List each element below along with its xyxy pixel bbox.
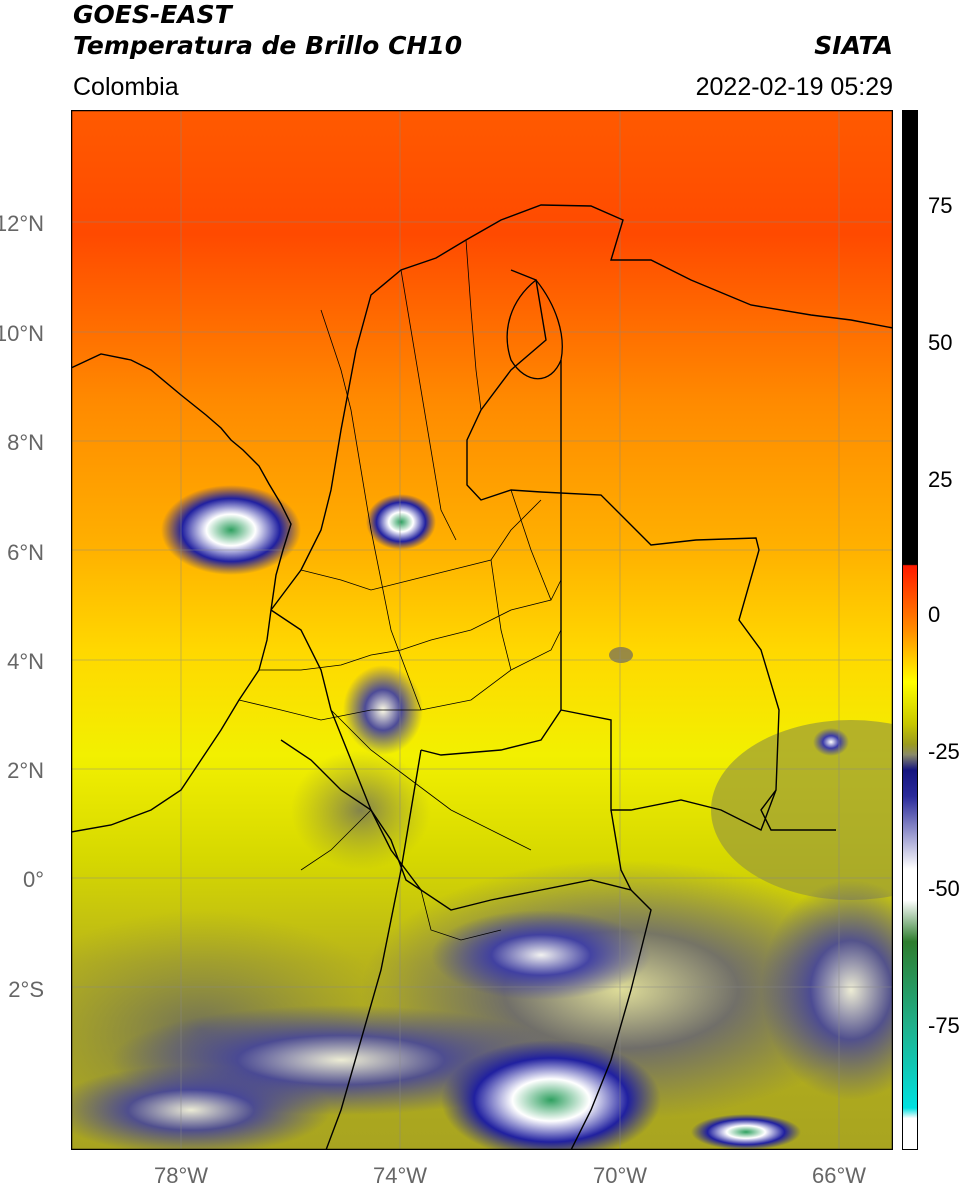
organization-label: SIATA	[814, 31, 893, 60]
title-product: Temperatura de Brillo CH10	[73, 31, 463, 60]
colorbar-tick-0: 0	[928, 602, 941, 627]
internal-divisions	[238, 239, 562, 941]
lon-label-78w: 78°W	[153, 1163, 209, 1188]
lat-label-2n: 2°N	[7, 758, 44, 783]
lon-label-74w: 74°W	[372, 1163, 428, 1188]
colorbar	[902, 110, 918, 1150]
lat-label-12n: 12°N	[0, 211, 44, 236]
colorbar-tick-minus25: -25	[928, 739, 960, 764]
lat-label-2s: 2°S	[8, 977, 44, 1002]
timestamp-label: 2022-02-19 05:29	[695, 73, 893, 101]
region-label: Colombia	[73, 73, 179, 101]
lat-label-8n: 8°N	[7, 430, 44, 455]
colorbar-tick-minus50: -50	[928, 876, 960, 901]
colorbar-tick-25: 25	[928, 467, 953, 492]
cloud-features	[71, 485, 893, 1150]
lat-label-4n: 4°N	[7, 649, 44, 674]
lat-label-0: 0°	[22, 867, 44, 892]
lat-label-10n: 10°N	[0, 321, 44, 346]
lat-label-6n: 6°N	[7, 540, 44, 565]
lake-maracaibo	[506, 279, 563, 380]
colorbar-tick-minus75: -75	[928, 1013, 960, 1038]
colorbar-tick-75: 75	[928, 193, 953, 218]
satellite-map	[71, 110, 893, 1150]
lon-label-66w: 66°W	[811, 1163, 867, 1188]
lon-label-70w: 70°W	[592, 1163, 648, 1188]
colorbar-tick-50: 50	[928, 330, 953, 355]
graticule	[71, 110, 893, 1150]
country-borders	[71, 204, 893, 1150]
title-satellite: GOES-EAST	[73, 0, 232, 29]
